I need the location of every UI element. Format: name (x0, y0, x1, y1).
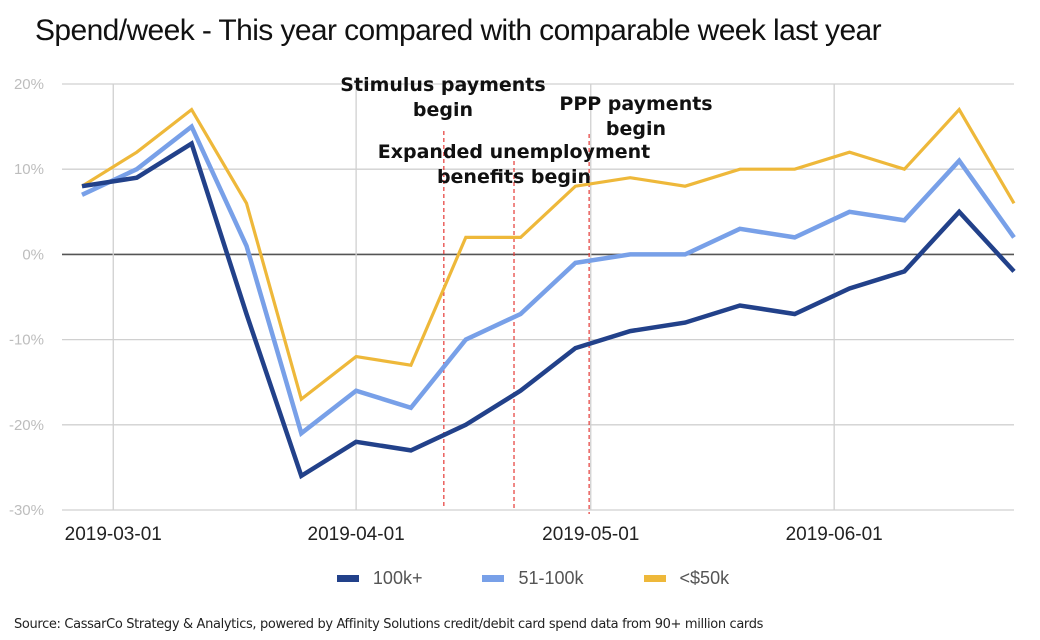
x-tick-label: 2019-04-01 (308, 524, 405, 545)
series-line-51-100k (81, 123, 1016, 438)
y-axis-ticks: 20% 10% 0% -10% -20% -30% (9, 76, 44, 519)
legend: 100k+ 51-100k <$50k (0, 568, 1040, 589)
y-tick-label: 20% (14, 76, 44, 93)
annotation-text: Expanded unemployment (378, 141, 650, 163)
series-lines (81, 106, 1016, 480)
series-line-100k- (81, 140, 1016, 480)
line-chart: 20% 10% 0% -10% -20% -30% 2019-03-01 2019-04-0… (9, 74, 1016, 545)
legend-label: <$50k (679, 568, 730, 588)
annotation-text: benefits begin (437, 166, 591, 188)
chart-title: Spend/week - This year compared with com… (35, 14, 882, 47)
legend-label: 51-100k (518, 568, 584, 588)
y-tick-label: 0% (22, 246, 44, 263)
legend-item-under-50k[interactable]: <$50k (618, 568, 730, 589)
y-tick-label: -10% (9, 332, 44, 349)
event-lines (443, 131, 590, 514)
source-note: Source: CassarCo Strategy & Analytics, p… (14, 617, 764, 632)
x-tick-label: 2019-06-01 (786, 524, 883, 545)
legend-swatch (482, 575, 505, 582)
legend-swatch (643, 575, 666, 582)
annotation: PPP payments begin (559, 93, 712, 140)
annotation-text: begin (606, 118, 666, 140)
y-tick-label: 10% (14, 161, 44, 178)
annotation-text: begin (413, 99, 473, 121)
legend-item-100k-plus[interactable]: 100k+ (311, 568, 423, 589)
annotation-text: PPP payments (559, 93, 712, 115)
legend-swatch (336, 575, 359, 582)
x-tick-label: 2019-03-01 (65, 524, 162, 545)
annotation-text: Stimulus payments (340, 74, 545, 96)
x-axis-ticks: 2019-03-01 2019-04-01 2019-05-01 2019-06-01 (65, 524, 883, 545)
annotation: Stimulus payments begin (340, 74, 545, 121)
y-tick-label: -20% (9, 417, 44, 434)
y-tick-label: -30% (9, 502, 44, 519)
x-tick-label: 2019-05-01 (542, 524, 639, 545)
legend-item-51-100k[interactable]: 51-100k (456, 568, 584, 589)
series-line--50k (81, 106, 1016, 402)
legend-label: 100k+ (372, 568, 423, 588)
annotation: Expanded unemployment benefits begin (378, 141, 650, 188)
